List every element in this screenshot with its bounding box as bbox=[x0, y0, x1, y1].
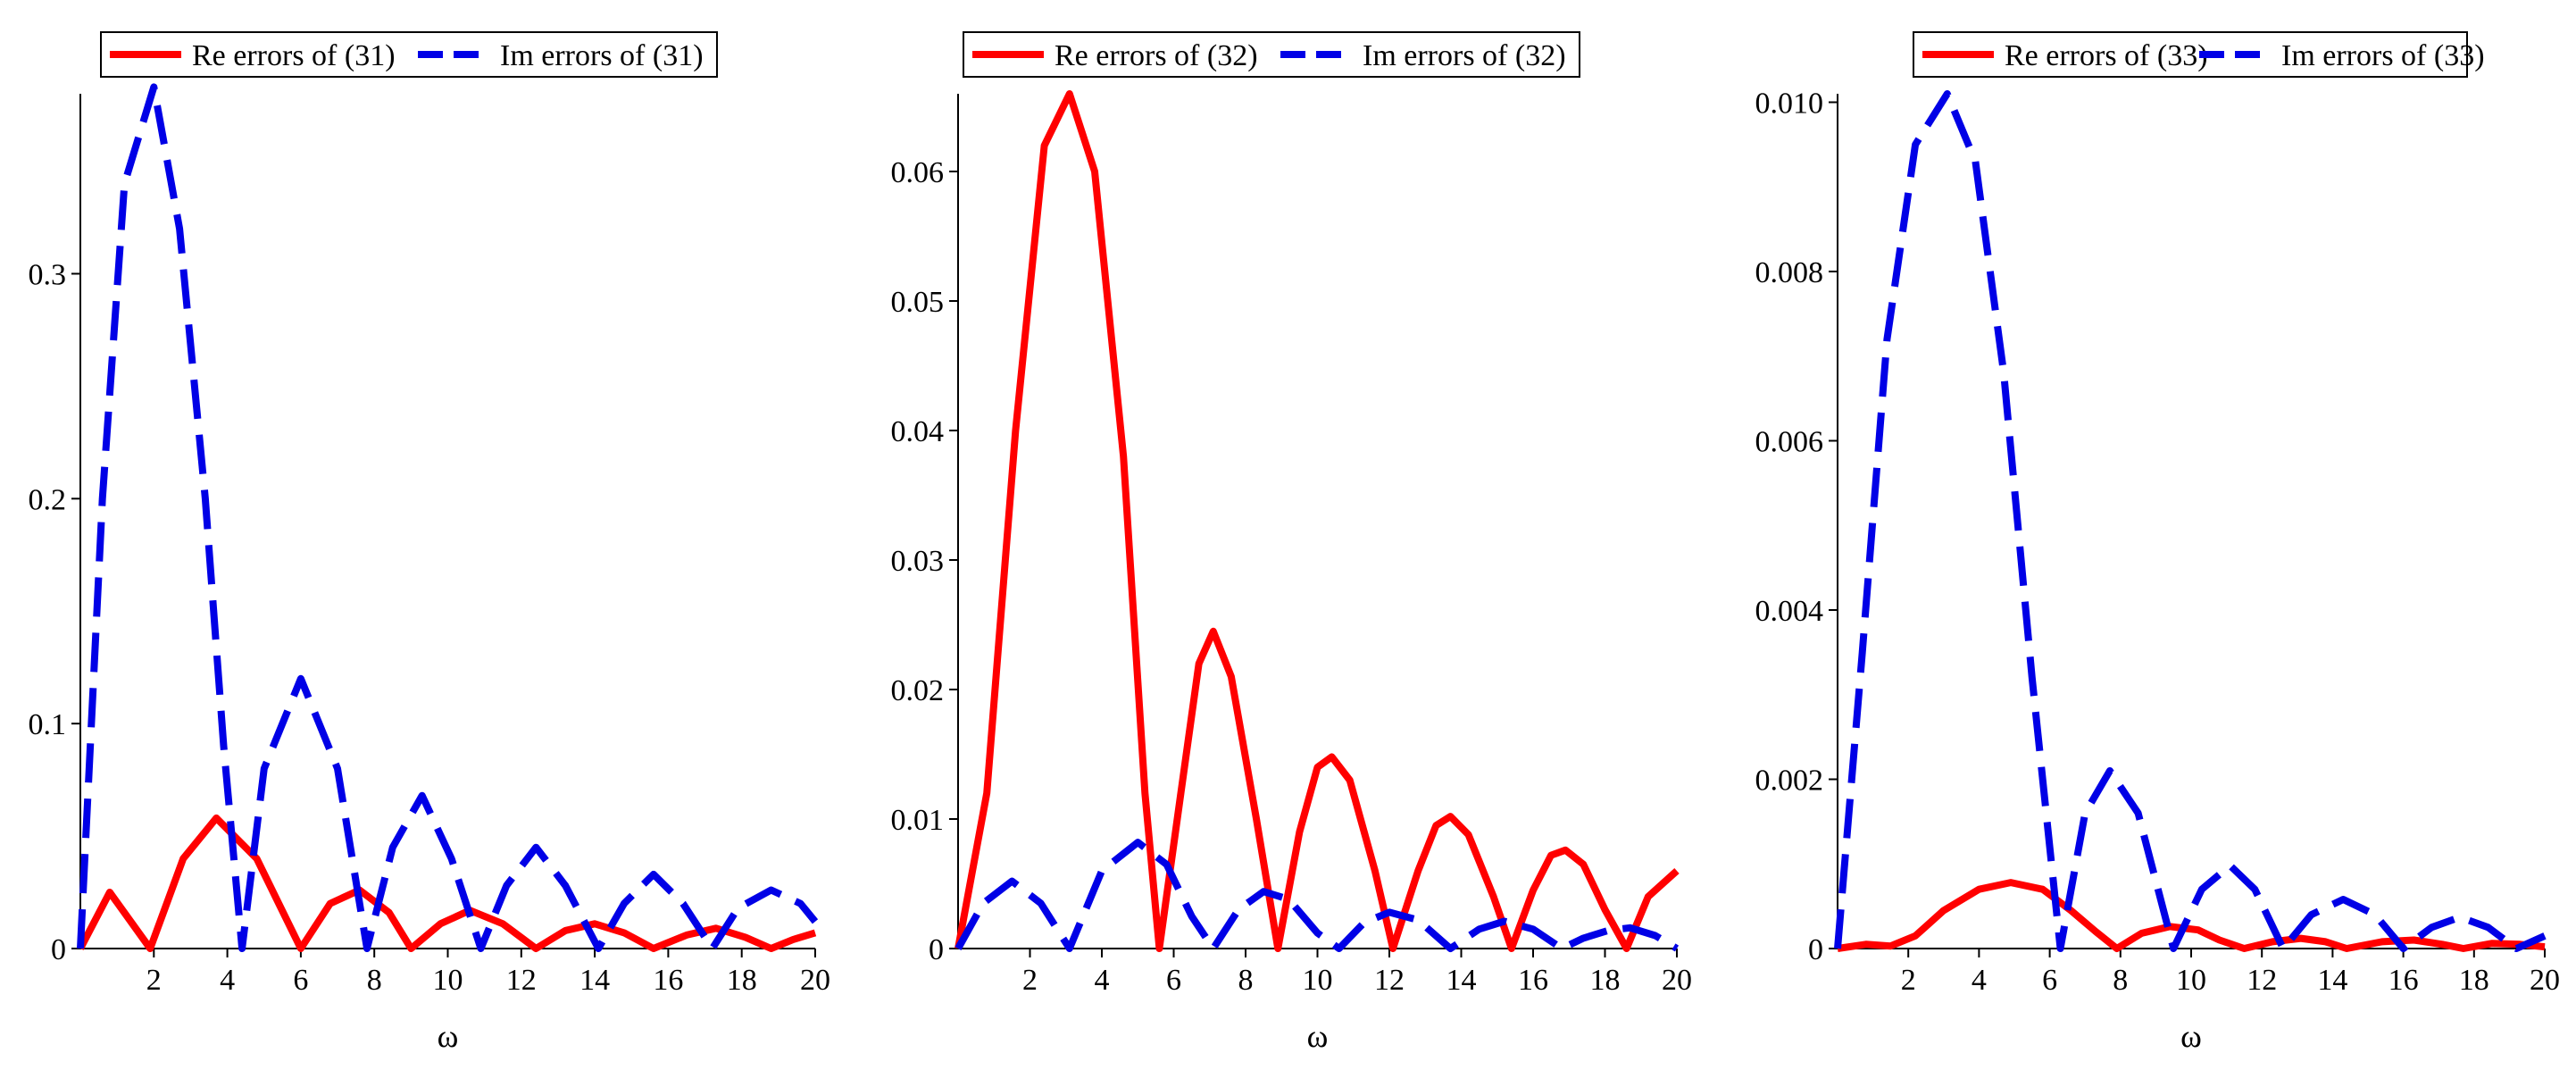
y-tick-label-32-0.05: 0.05 bbox=[891, 286, 945, 319]
y-tick-label-32-0.03: 0.03 bbox=[891, 545, 945, 578]
re-series-line-33 bbox=[1837, 879, 2546, 952]
x-tick-label-33-10: 10 bbox=[2176, 964, 2206, 997]
y-tick-label-32-0.02: 0.02 bbox=[891, 674, 945, 707]
legend-box-31 bbox=[100, 31, 718, 78]
y-tick-label-32-0.01: 0.01 bbox=[891, 804, 945, 837]
y-tick-label-32-0.06: 0.06 bbox=[891, 156, 945, 189]
x-tick-label-32-8: 8 bbox=[1238, 964, 1254, 997]
x-tick-label-31-8: 8 bbox=[367, 964, 382, 997]
x-tick-label-31-10: 10 bbox=[433, 964, 463, 997]
x-tick-label-32-16: 16 bbox=[1518, 964, 1548, 997]
y-tick-label-33-0.004: 0.004 bbox=[1755, 595, 1824, 628]
x-tick-label-31-14: 14 bbox=[579, 964, 610, 997]
legend-label-im-32: Im errors of (32) bbox=[1363, 39, 1566, 72]
im-series-line-33 bbox=[1834, 90, 2547, 952]
y-tick-label-32-0.04: 0.04 bbox=[891, 415, 945, 448]
x-tick-label-33-16: 16 bbox=[2388, 964, 2419, 997]
x-tick-label-31-18: 18 bbox=[727, 964, 757, 997]
im-series-line-31 bbox=[77, 83, 819, 952]
x-tick-label-33-18: 18 bbox=[2459, 964, 2489, 997]
legend-label-re-33: Re errors of (33) bbox=[2005, 39, 2208, 72]
x-axis-label-33: ω bbox=[2180, 1018, 2202, 1054]
re-series-line-31 bbox=[77, 814, 817, 952]
chart-panel-33: 2 4 6 8 10 12 14 16 18 20 0 0.002 0.004 0.006 0.008 0.0… bbox=[1755, 31, 2560, 1054]
x-tick-label-32-2: 2 bbox=[1022, 964, 1038, 997]
y-tick-label-33-0.008: 0.008 bbox=[1755, 256, 1824, 289]
y-tick-label-31-0.1: 0.1 bbox=[29, 708, 67, 741]
y-tick-label-33-0.002: 0.002 bbox=[1755, 764, 1824, 797]
x-tick-label-33-20: 20 bbox=[2530, 964, 2560, 997]
y-tick-label-31-0.2: 0.2 bbox=[29, 483, 67, 516]
x-tick-label-32-12: 12 bbox=[1374, 964, 1405, 997]
x-tick-label-33-8: 8 bbox=[2113, 964, 2128, 997]
legend-box-32 bbox=[963, 31, 1580, 78]
x-tick-label-31-2: 2 bbox=[146, 964, 162, 997]
x-tick-label-32-4: 4 bbox=[1095, 964, 1110, 997]
x-tick-label-33-4: 4 bbox=[1972, 964, 1987, 997]
legend-label-re-31: Re errors of (31) bbox=[192, 39, 396, 72]
x-tick-label-31-20: 20 bbox=[800, 964, 830, 997]
x-tick-label-32-14: 14 bbox=[1446, 964, 1477, 997]
im-series-line-32 bbox=[955, 839, 1680, 952]
x-tick-label-32-6: 6 bbox=[1166, 964, 1181, 997]
y-tick-label-31-0.3: 0.3 bbox=[29, 258, 67, 291]
y-tick-label-32-0: 0 bbox=[929, 933, 944, 966]
x-tick-label-33-2: 2 bbox=[1901, 964, 1916, 997]
x-axis-label-32: ω bbox=[1307, 1018, 1329, 1054]
re-series-line-32 bbox=[955, 90, 1680, 952]
legend-label-im-33: Im errors of (33) bbox=[2281, 39, 2485, 72]
y-tick-label-33-0.006: 0.006 bbox=[1755, 425, 1824, 458]
x-axis-label-31: ω bbox=[438, 1018, 459, 1054]
x-tick-label-32-18: 18 bbox=[1590, 964, 1621, 997]
y-tick-label-31-0: 0 bbox=[51, 933, 66, 966]
x-tick-label-33-6: 6 bbox=[2042, 964, 2057, 997]
chart-panel-31: 2 4 6 8 10 12 14 16 18 20 0 0.1 0.2 0.3 ω Re errors of … bbox=[29, 31, 830, 1054]
x-tick-label-32-20: 20 bbox=[1662, 964, 1692, 997]
legend-box-33 bbox=[1913, 31, 2468, 78]
chart-panel-32: 2 4 6 8 10 12 14 16 18 20 0 0.01 0.02 0.03 0.04 0.05 0.0… bbox=[891, 31, 1692, 1054]
legend-label-re-32: Re errors of (32) bbox=[1055, 39, 1258, 72]
x-tick-label-31-6: 6 bbox=[293, 964, 308, 997]
x-tick-label-31-4: 4 bbox=[220, 964, 235, 997]
x-tick-label-32-10: 10 bbox=[1303, 964, 1333, 997]
y-tick-label-33-0.010: 0.010 bbox=[1755, 87, 1824, 120]
x-tick-label-33-12: 12 bbox=[2247, 964, 2277, 997]
x-tick-label-33-14: 14 bbox=[2317, 964, 2347, 997]
legend-label-im-31: Im errors of (31) bbox=[500, 39, 704, 72]
x-tick-label-31-12: 12 bbox=[506, 964, 537, 997]
x-tick-label-31-16: 16 bbox=[653, 964, 683, 997]
y-tick-label-33-0: 0 bbox=[1808, 933, 1823, 966]
